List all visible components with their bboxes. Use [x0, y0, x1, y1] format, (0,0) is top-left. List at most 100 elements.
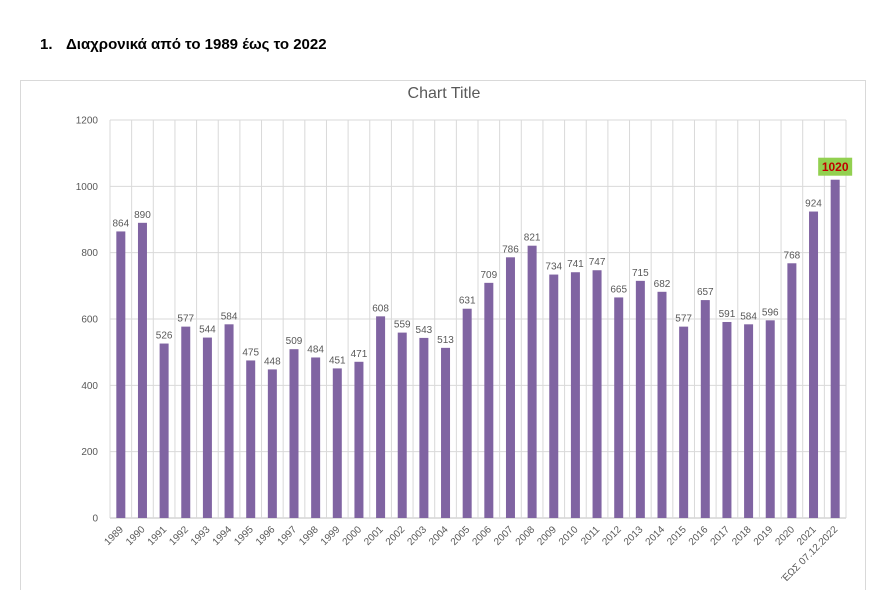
data-label: 544 [199, 325, 216, 336]
x-tick-label: 2016 [687, 524, 711, 548]
data-label: 471 [351, 349, 368, 360]
x-tick-label: 2002 [384, 524, 408, 548]
x-tick-label: 2009 [535, 524, 559, 548]
data-label: 741 [567, 259, 584, 270]
data-label: 682 [654, 279, 671, 290]
data-label: 890 [134, 210, 151, 221]
bar [441, 347, 451, 518]
y-tick-label: 0 [92, 514, 98, 525]
x-tick-label: 2017 [709, 524, 733, 548]
section-number: 1. [40, 36, 53, 53]
bar [830, 179, 840, 518]
data-label: 734 [545, 262, 562, 273]
data-label: 584 [740, 311, 757, 322]
x-tick-label: 1998 [297, 524, 321, 548]
bar [787, 263, 797, 518]
x-tick-label: 2007 [492, 524, 516, 548]
x-tick-label: 2004 [427, 524, 451, 548]
bar [116, 231, 126, 518]
y-tick-label: 800 [81, 248, 98, 259]
x-tick-label: 2020 [773, 524, 797, 548]
bar [289, 349, 299, 518]
bar [159, 343, 169, 518]
x-tick-label: 2008 [514, 524, 538, 548]
x-tick-label: 2019 [752, 524, 776, 548]
bar [181, 326, 191, 518]
data-label: 526 [156, 331, 173, 342]
bar [722, 321, 732, 518]
bar [614, 297, 624, 518]
data-label: 484 [307, 344, 324, 355]
data-label: 513 [437, 335, 454, 346]
x-tick-label: 2005 [449, 524, 473, 548]
bar [570, 272, 580, 518]
x-tick-label: 2013 [622, 524, 646, 548]
y-tick-label: 200 [81, 447, 98, 458]
bar [592, 270, 602, 518]
data-label: 475 [242, 347, 259, 358]
x-tick-label: 1995 [232, 524, 256, 548]
x-tick-label: 2014 [644, 524, 668, 548]
x-tick-label: 2018 [730, 524, 754, 548]
data-label: 665 [610, 284, 627, 295]
x-tick-label: 2003 [405, 524, 429, 548]
data-label: 924 [805, 199, 822, 210]
x-tick-label: 1990 [124, 524, 148, 548]
bar [765, 320, 775, 518]
data-label: 509 [286, 336, 303, 347]
data-label: 577 [177, 314, 194, 325]
data-label: 786 [502, 244, 519, 255]
data-label: 448 [264, 356, 281, 367]
x-tick-label: 1997 [276, 524, 300, 548]
data-label: 608 [372, 303, 389, 314]
x-tick-label: 2000 [341, 524, 365, 548]
x-tick-label: 2010 [557, 524, 581, 548]
bar [527, 245, 537, 518]
section-heading-text: Διαχρονικά από το 1989 έως το 2022 [66, 36, 327, 53]
bar [137, 222, 147, 519]
y-tick-label: 400 [81, 381, 98, 392]
x-tick-label: 2001 [362, 524, 386, 548]
bar [635, 280, 645, 518]
bar [657, 291, 667, 518]
bar [332, 368, 342, 518]
x-tick-label: 2006 [470, 524, 494, 548]
x-tick-label: 1992 [167, 524, 191, 548]
data-label: 631 [459, 296, 476, 307]
bar [246, 360, 256, 518]
data-label: 591 [719, 309, 736, 320]
data-label: 451 [329, 355, 346, 366]
data-label: 543 [416, 325, 433, 336]
bar [202, 337, 212, 518]
data-label: 577 [675, 314, 692, 325]
x-tick-label: 1999 [319, 524, 343, 548]
data-label: 657 [697, 287, 714, 298]
x-tick-label: 1996 [254, 524, 278, 548]
data-label: 1020 [822, 160, 849, 174]
bar [419, 337, 429, 518]
bar [549, 274, 559, 518]
x-tick-label: 2011 [579, 524, 602, 547]
chart-title: Chart Title [407, 85, 481, 102]
bar [376, 316, 386, 518]
bar [224, 324, 234, 518]
bar [744, 324, 754, 518]
highlight-label-bg [818, 157, 853, 176]
data-label: 596 [762, 307, 779, 318]
x-tick-label: 1994 [211, 524, 235, 548]
bar [484, 282, 494, 518]
data-label: 709 [480, 270, 497, 281]
bar [700, 300, 710, 518]
bar [354, 361, 364, 518]
data-label: 821 [524, 233, 541, 244]
y-tick-label: 1200 [76, 116, 99, 127]
data-label: 715 [632, 268, 649, 279]
data-label: 584 [221, 311, 238, 322]
y-tick-label: 1000 [76, 182, 99, 193]
bar [267, 369, 277, 518]
x-tick-label: 2015 [665, 524, 689, 548]
x-tick-label: 2012 [600, 524, 624, 548]
data-label: 559 [394, 320, 411, 331]
x-tick-label: 1993 [189, 524, 213, 548]
